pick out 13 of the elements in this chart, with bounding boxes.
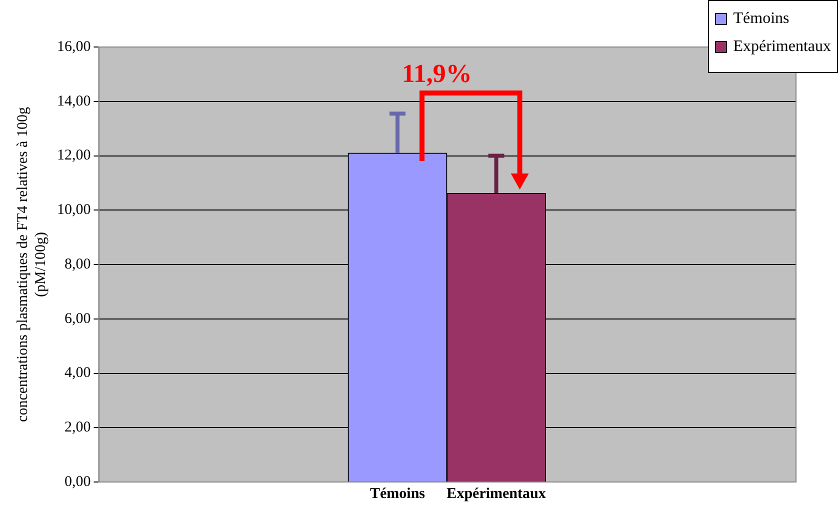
y-tick-label: 12,00 (57, 148, 91, 164)
y-tick-label: 16,00 (57, 38, 91, 55)
y-tick-label: 4,00 (64, 365, 91, 382)
y-tick-label: 0,00 (64, 474, 91, 490)
y-tick-label: 10,00 (57, 202, 91, 218)
legend-label: Témoins (733, 10, 790, 28)
y-tick-label: 6,00 (64, 310, 91, 327)
y-tick-label: 8,00 (64, 256, 91, 272)
annotation: 11,9% (402, 59, 472, 88)
y-tick-label: 14,00 (57, 93, 91, 110)
y-axis-title: concentrations plasmatiques de FT4 relatives à 100g (pM/100g) (14, 106, 49, 422)
y-tick-label: 2,00 (64, 420, 91, 436)
legend-label: Expérimentaux (733, 38, 831, 56)
